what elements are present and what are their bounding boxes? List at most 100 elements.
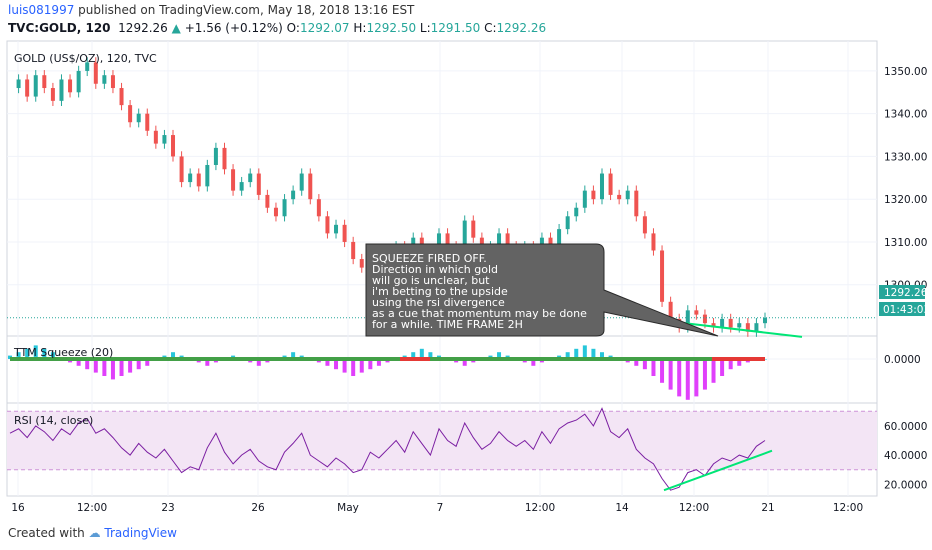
author-link[interactable]: luis081997 bbox=[8, 3, 75, 17]
candle-body bbox=[737, 323, 742, 328]
time-tick-label: May bbox=[337, 502, 359, 514]
squeeze-bar bbox=[737, 359, 742, 366]
published-text: published on TradingView.com, May 18, 20… bbox=[78, 3, 415, 17]
candle-body bbox=[291, 190, 296, 200]
candle-body bbox=[334, 224, 339, 234]
squeeze-bar bbox=[16, 352, 21, 359]
candle-body bbox=[239, 182, 244, 191]
candle-body bbox=[642, 216, 647, 234]
candle-body bbox=[668, 301, 673, 319]
candle-body bbox=[179, 156, 184, 183]
candle-body bbox=[299, 173, 304, 191]
annotation-line: will go is unclear, but bbox=[372, 274, 490, 287]
time-tick-label: 12:00 bbox=[77, 502, 107, 514]
price-tick-label: 1330.00 bbox=[884, 151, 927, 163]
time-tick-label: 12:00 bbox=[833, 502, 863, 514]
price-tick-label: 1350.00 bbox=[884, 66, 927, 78]
time-tick-label: 14 bbox=[615, 502, 629, 514]
candle-body bbox=[702, 314, 707, 324]
last-price: 1292.26 bbox=[118, 21, 168, 35]
candle-body bbox=[660, 250, 665, 302]
time-tick-label: 21 bbox=[761, 502, 774, 514]
price-tick-label: 1310.00 bbox=[884, 237, 927, 249]
squeeze-tick-label: 0.0000 bbox=[884, 354, 921, 366]
candle-body bbox=[265, 194, 270, 208]
squeeze-bar bbox=[642, 359, 647, 370]
squeeze-bar bbox=[50, 352, 55, 359]
squeeze-histogram bbox=[8, 345, 767, 400]
rsi-pane bbox=[7, 407, 877, 492]
annotation-line: using the rsi divergence bbox=[372, 296, 505, 309]
time-tick-label: 26 bbox=[251, 502, 265, 514]
rsi-tick-label: 60.0000 bbox=[884, 421, 927, 433]
squeeze-bar bbox=[342, 359, 347, 373]
candle-body bbox=[342, 224, 347, 242]
candle-body bbox=[256, 173, 261, 195]
tradingview-link[interactable]: TradingView bbox=[104, 526, 177, 540]
candle-body bbox=[33, 75, 38, 97]
candle-body bbox=[68, 79, 73, 93]
rsi-tick-label: 20.0000 bbox=[884, 479, 927, 491]
annotation-callout[interactable]: SQUEEZE FIRED OFF. Direction in which gol… bbox=[365, 243, 719, 337]
ohlc-legend: TVC:GOLD, 120 1292.26 ▲ +1.56 (+0.12%) O… bbox=[8, 21, 546, 35]
price-tick-label: 1340.00 bbox=[884, 109, 927, 121]
candle-body bbox=[634, 190, 639, 217]
candle-body bbox=[50, 88, 55, 101]
candle-body bbox=[497, 233, 502, 247]
created-with-text: Created with bbox=[8, 526, 85, 540]
squeeze-bar bbox=[171, 352, 176, 359]
candle-body bbox=[599, 173, 604, 200]
countdown-badge bbox=[879, 302, 925, 316]
candle-body bbox=[248, 173, 253, 183]
squeeze-bar bbox=[128, 359, 133, 373]
annotation-line: i'm betting to the upside bbox=[372, 285, 508, 298]
time-tick-label: 23 bbox=[161, 502, 174, 514]
tradingview-logo-icon: ☁ bbox=[88, 526, 101, 540]
squeeze-bar bbox=[85, 359, 90, 370]
squeeze-bar bbox=[419, 348, 424, 359]
trend-line-rsi bbox=[663, 449, 773, 492]
squeeze-bar bbox=[660, 359, 665, 383]
low-value: 1291.50 bbox=[430, 21, 481, 35]
squeeze-bar bbox=[497, 352, 502, 359]
countdown-label: 01:43:03 bbox=[883, 304, 930, 316]
candle-body bbox=[145, 113, 150, 131]
squeeze-bar bbox=[462, 359, 467, 366]
open-label: O: bbox=[286, 21, 300, 35]
price-tick-label: 1320.00 bbox=[884, 194, 927, 206]
squeeze-dots-off bbox=[10, 357, 765, 361]
time-tick-label: 16 bbox=[11, 502, 25, 514]
squeeze-bar bbox=[25, 348, 30, 359]
squeeze-bar bbox=[711, 359, 716, 383]
squeeze-bar bbox=[634, 359, 639, 366]
squeeze-bar bbox=[591, 348, 596, 359]
candle-body bbox=[651, 233, 656, 251]
candle-body bbox=[351, 241, 356, 260]
squeeze-bar bbox=[368, 359, 373, 370]
squeeze-bar bbox=[694, 359, 699, 397]
candle-body bbox=[85, 62, 90, 71]
squeeze-dots-on bbox=[712, 357, 765, 361]
squeeze-bar bbox=[668, 359, 673, 390]
open-value: 1292.07 bbox=[299, 21, 350, 35]
price-axis: 1350.001340.001330.001320.001310.001300.… bbox=[884, 66, 927, 491]
time-axis: 16 12:00 23 26 May 7 12:00 14 12:00 21 12:00 bbox=[11, 502, 863, 514]
candle-body bbox=[42, 75, 47, 89]
squeeze-bar bbox=[428, 352, 433, 359]
candle-body bbox=[16, 79, 21, 89]
squeeze-bar bbox=[685, 359, 690, 400]
candle-body bbox=[196, 173, 201, 187]
squeeze-bar bbox=[376, 359, 381, 366]
symbol-label: TVC:GOLD, 120 bbox=[8, 21, 111, 35]
squeeze-bar bbox=[565, 352, 570, 359]
candle-body bbox=[763, 317, 767, 324]
candle-body bbox=[316, 199, 321, 217]
main-pane-title: GOLD (US$/OZ), 120, TVC bbox=[14, 52, 157, 65]
candle-body bbox=[213, 147, 218, 165]
footer: Created with ☁ TradingView bbox=[8, 526, 177, 540]
rsi-title: RSI (14, close) bbox=[14, 414, 93, 427]
squeeze-bar bbox=[205, 359, 210, 366]
squeeze-bar bbox=[136, 359, 141, 370]
candle-body bbox=[76, 70, 81, 93]
